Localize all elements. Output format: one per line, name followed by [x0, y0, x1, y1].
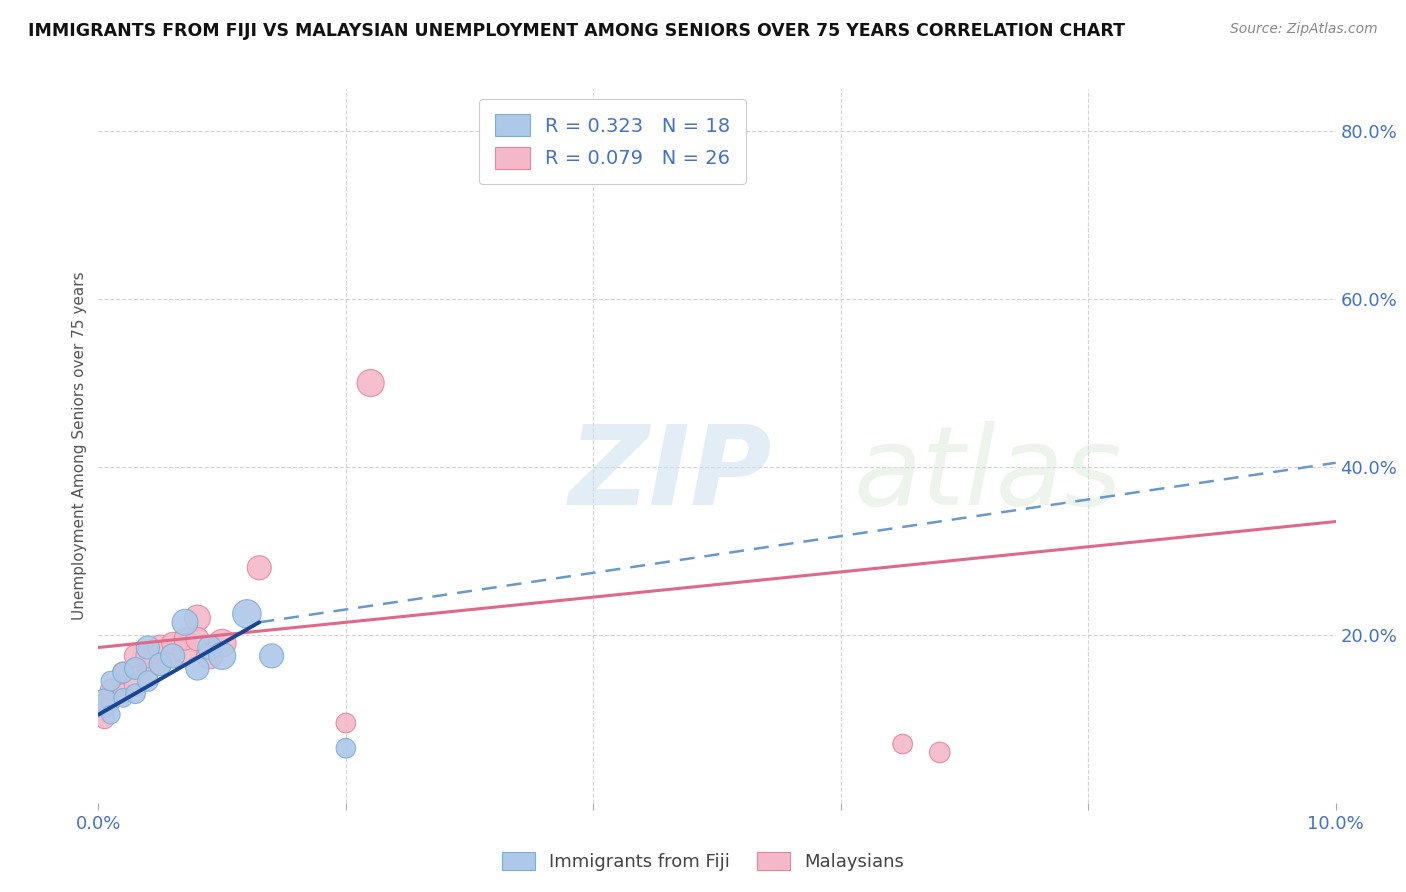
Point: [198, 648, 221, 663]
Point: [100, 707, 122, 722]
Legend: Immigrants from Fiji, Malaysians: Immigrants from Fiji, Malaysians: [495, 846, 911, 879]
Point: [100, 682, 122, 697]
Text: IMMIGRANTS FROM FIJI VS MALAYSIAN UNEMPLOYMENT AMONG SENIORS OVER 75 YEARS CORRE: IMMIGRANTS FROM FIJI VS MALAYSIAN UNEMPL…: [28, 22, 1125, 40]
Point: [186, 632, 208, 646]
Point: [360, 376, 382, 390]
Point: [136, 648, 159, 663]
Point: [891, 737, 914, 751]
Text: atlas: atlas: [853, 421, 1122, 528]
Point: [93, 699, 115, 714]
Point: [174, 632, 197, 646]
Point: [260, 648, 283, 663]
Point: [162, 636, 184, 650]
Text: Source: ZipAtlas.com: Source: ZipAtlas.com: [1230, 22, 1378, 37]
Point: [162, 648, 184, 663]
Point: [211, 648, 233, 663]
Point: [136, 674, 159, 689]
Legend: R = 0.323   N = 18, R = 0.079   N = 26: R = 0.323 N = 18, R = 0.079 N = 26: [479, 99, 747, 184]
Point: [211, 636, 233, 650]
Point: [247, 560, 270, 574]
Point: [186, 611, 208, 625]
Point: [112, 690, 135, 705]
Text: ZIP: ZIP: [568, 421, 772, 528]
Point: [136, 665, 159, 680]
Point: [112, 687, 135, 701]
Point: [100, 695, 122, 709]
Point: [124, 678, 146, 692]
Point: [136, 640, 159, 655]
Point: [124, 648, 146, 663]
Point: [236, 607, 259, 621]
Point: [93, 695, 115, 709]
Point: [198, 640, 221, 655]
Point: [100, 674, 122, 689]
Point: [928, 746, 950, 760]
Point: [124, 687, 146, 701]
Point: [93, 712, 115, 726]
Point: [335, 741, 357, 756]
Y-axis label: Unemployment Among Seniors over 75 years: Unemployment Among Seniors over 75 years: [72, 272, 87, 620]
Point: [124, 661, 146, 675]
Point: [174, 645, 197, 659]
Point: [174, 615, 197, 630]
Point: [124, 661, 146, 675]
Point: [112, 665, 135, 680]
Point: [149, 657, 172, 672]
Point: [149, 640, 172, 655]
Point: [335, 716, 357, 731]
Point: [186, 661, 208, 675]
Point: [149, 657, 172, 672]
Point: [162, 648, 184, 663]
Point: [112, 665, 135, 680]
